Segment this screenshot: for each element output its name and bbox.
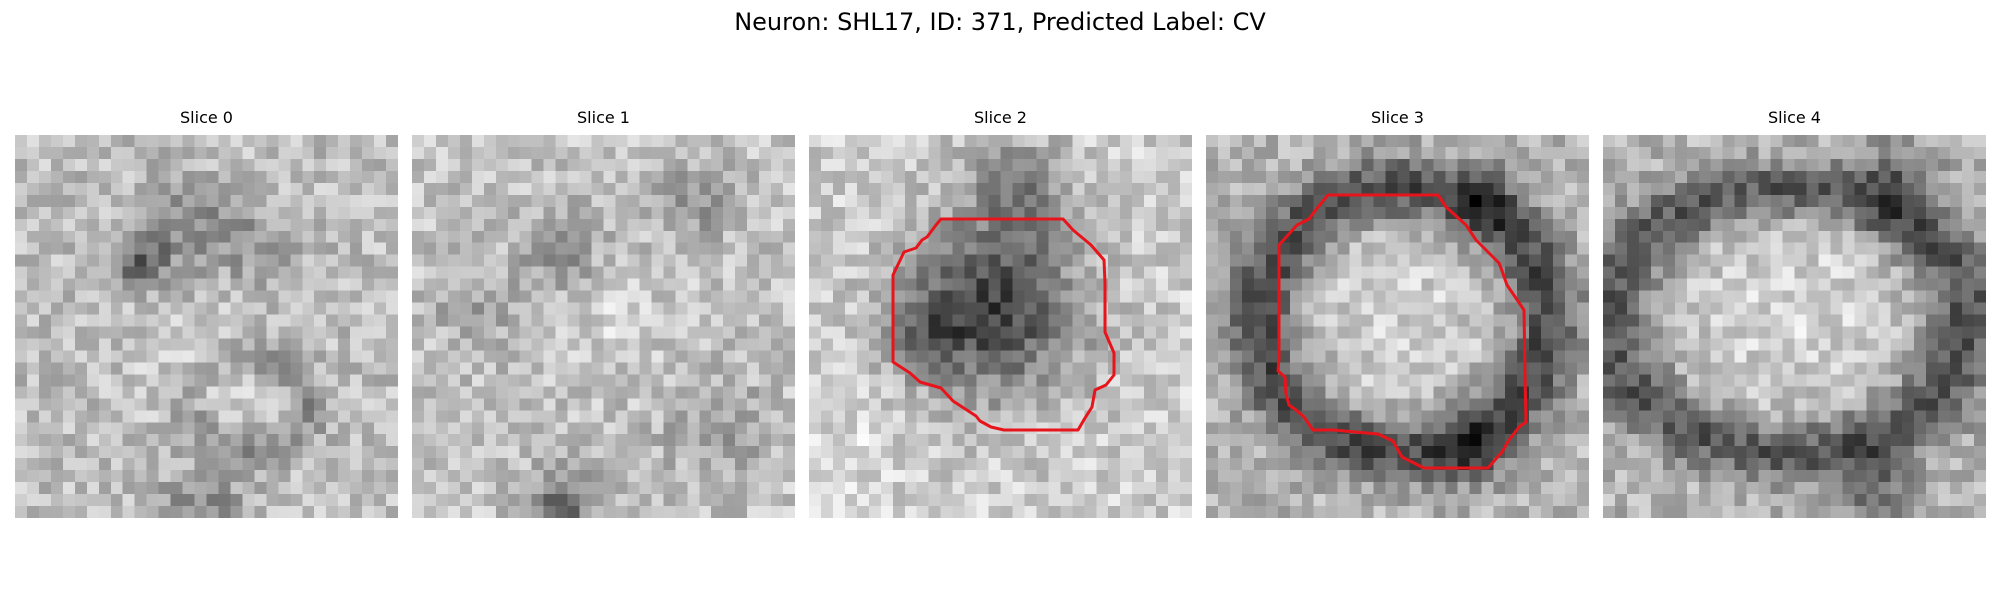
- roi-contour-overlay: [809, 135, 1192, 518]
- slice-image: [1603, 135, 1986, 518]
- slice-image: [412, 135, 795, 518]
- slice-title: Slice 2: [809, 108, 1192, 128]
- figure-title: Neuron: SHL17, ID: 371, Predicted Label:…: [0, 8, 2000, 36]
- slice-title: Slice 3: [1206, 108, 1589, 128]
- slice-title: Slice 4: [1603, 108, 1986, 128]
- slice-title: Slice 1: [412, 108, 795, 128]
- roi-contour-overlay: [1206, 135, 1589, 518]
- slice-panel-3: Slice 3: [1206, 108, 1589, 128]
- slice-title: Slice 0: [15, 108, 398, 128]
- slice-panel-1: Slice 1: [412, 108, 795, 128]
- slice-panel-4: Slice 4: [1603, 108, 1986, 128]
- slice-panel-0: Slice 0: [15, 108, 398, 128]
- slice-panel-2: Slice 2: [809, 108, 1192, 128]
- slice-image: [15, 135, 398, 518]
- roi-contour: [893, 219, 1114, 430]
- roi-contour: [1278, 195, 1526, 468]
